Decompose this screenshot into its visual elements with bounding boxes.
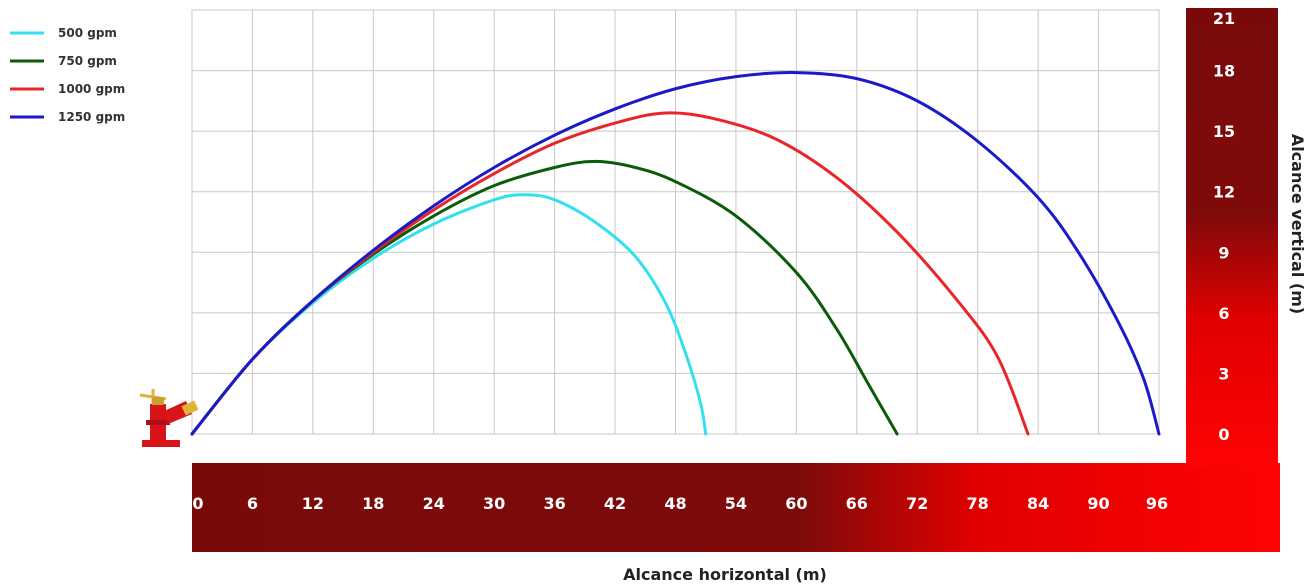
legend-label: 1000 gpm (58, 82, 125, 96)
y-axis-band (1186, 8, 1278, 466)
x-tick-label: 96 (1146, 494, 1168, 513)
x-tick-label: 54 (725, 494, 747, 513)
y-tick-label: 18 (1213, 62, 1235, 81)
series-line-1250-gpm (190, 71, 1161, 436)
x-tick-label: 24 (423, 494, 445, 513)
x-axis-band (192, 463, 1280, 552)
x-tick-labels: 0 6 12 18 24 30 36 42 48 54 60 66 72 78 84 90 96 (192, 494, 1168, 513)
x-tick-label: 84 (1027, 494, 1049, 513)
series-layer (190, 71, 1161, 436)
x-tick-label: 12 (302, 494, 324, 513)
legend-label: 1250 gpm (58, 110, 125, 124)
y-tick-label: 6 (1218, 304, 1229, 323)
x-tick-label: 72 (906, 494, 928, 513)
x-tick-label: 0 (192, 494, 203, 513)
x-tick-label: 36 (543, 494, 565, 513)
y-tick-label: 9 (1218, 243, 1229, 262)
x-tick-label: 18 (362, 494, 384, 513)
legend-label: 500 gpm (58, 26, 117, 40)
x-tick-label: 78 (967, 494, 989, 513)
x-tick-label: 66 (846, 494, 868, 513)
y-tick-label: 0 (1218, 425, 1229, 444)
y-tick-labels: 0 3 6 9 12 15 18 21 (1213, 9, 1235, 444)
x-tick-label: 30 (483, 494, 505, 513)
legend: 500 gpm 750 gpm 1000 gpm 1250 gpm (10, 26, 125, 124)
x-tick-label: 60 (785, 494, 807, 513)
x-tick-label: 90 (1087, 494, 1109, 513)
x-axis-title: Alcance horizontal (m) (623, 565, 827, 584)
y-tick-label: 15 (1213, 122, 1235, 141)
grid (191, 9, 1160, 435)
x-tick-label: 42 (604, 494, 626, 513)
legend-label: 750 gpm (58, 54, 117, 68)
y-axis-title: Alcance vertical (m) (1288, 134, 1307, 314)
y-tick-label: 3 (1218, 364, 1229, 383)
fire-monitor-icon (139, 389, 199, 447)
y-tick-label: 12 (1213, 183, 1235, 202)
y-tick-label: 21 (1213, 9, 1235, 28)
x-tick-label: 6 (247, 494, 258, 513)
x-tick-label: 48 (664, 494, 686, 513)
